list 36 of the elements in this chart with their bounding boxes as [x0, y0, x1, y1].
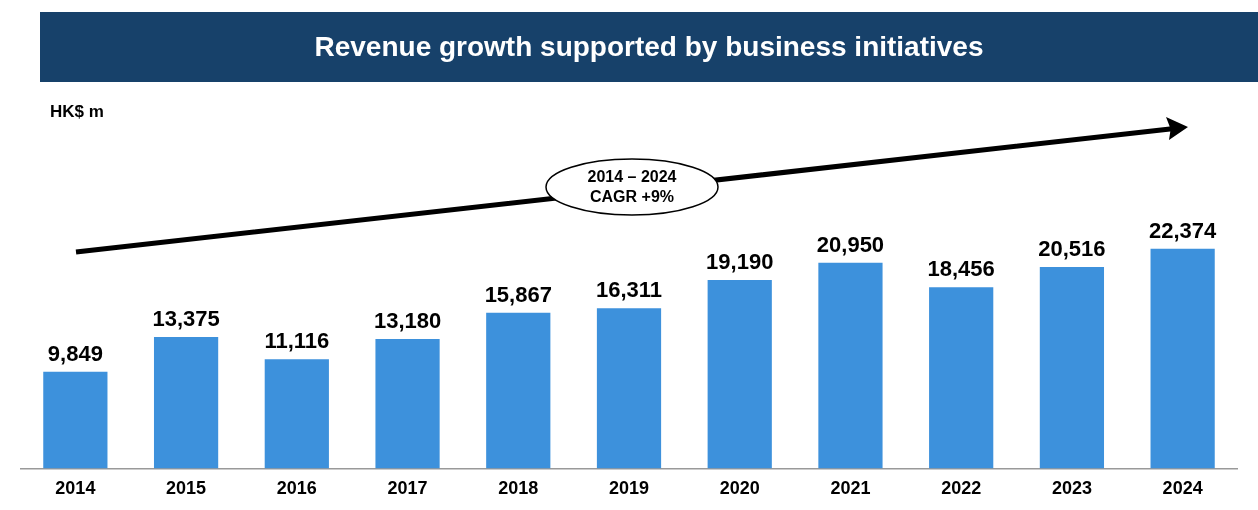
bar — [1150, 248, 1215, 469]
bar — [43, 371, 108, 469]
bar — [707, 280, 772, 469]
x-tick-label: 2017 — [387, 478, 428, 499]
x-tick-label: 2024 — [1162, 478, 1203, 499]
text: 2014 – 2024 CAGR +9% — [586, 167, 678, 207]
x-tick-label: 2014 — [55, 478, 96, 499]
x-tick-label: 2019 — [608, 478, 650, 499]
x-tick-label: 2022 — [941, 478, 982, 499]
bar — [1039, 267, 1105, 469]
bar — [486, 312, 551, 469]
bar — [818, 262, 883, 469]
text: HK$ m — [50, 102, 104, 122]
bar — [375, 339, 440, 469]
data-label: 20,950 — [816, 231, 885, 257]
chart-title: Revenue growth supported by business initiatives — [40, 12, 1258, 82]
data-label: 13,375 — [152, 306, 220, 332]
x-tick-label: 2018 — [498, 478, 539, 499]
data-label: 9,849 — [47, 340, 103, 366]
bar — [153, 337, 219, 469]
data-label: 11,116 — [264, 328, 330, 354]
bar — [596, 308, 662, 469]
data-label: 22,374 — [1148, 217, 1218, 243]
data-label: 16,311 — [595, 277, 663, 303]
x-tick-label: 2021 — [830, 478, 871, 499]
data-label: 19,190 — [706, 249, 774, 275]
x-tick-label: 2023 — [1051, 478, 1092, 499]
x-tick-label: 2020 — [719, 478, 760, 499]
data-label: 13,180 — [373, 308, 442, 334]
data-label: 18,456 — [927, 256, 995, 282]
data-label: 20,516 — [1038, 236, 1106, 262]
bar — [929, 287, 994, 469]
x-tick-label: 2016 — [276, 478, 317, 499]
x-tick-label: 2015 — [166, 478, 207, 499]
bar — [264, 359, 329, 469]
data-label: 15,867 — [484, 281, 552, 307]
